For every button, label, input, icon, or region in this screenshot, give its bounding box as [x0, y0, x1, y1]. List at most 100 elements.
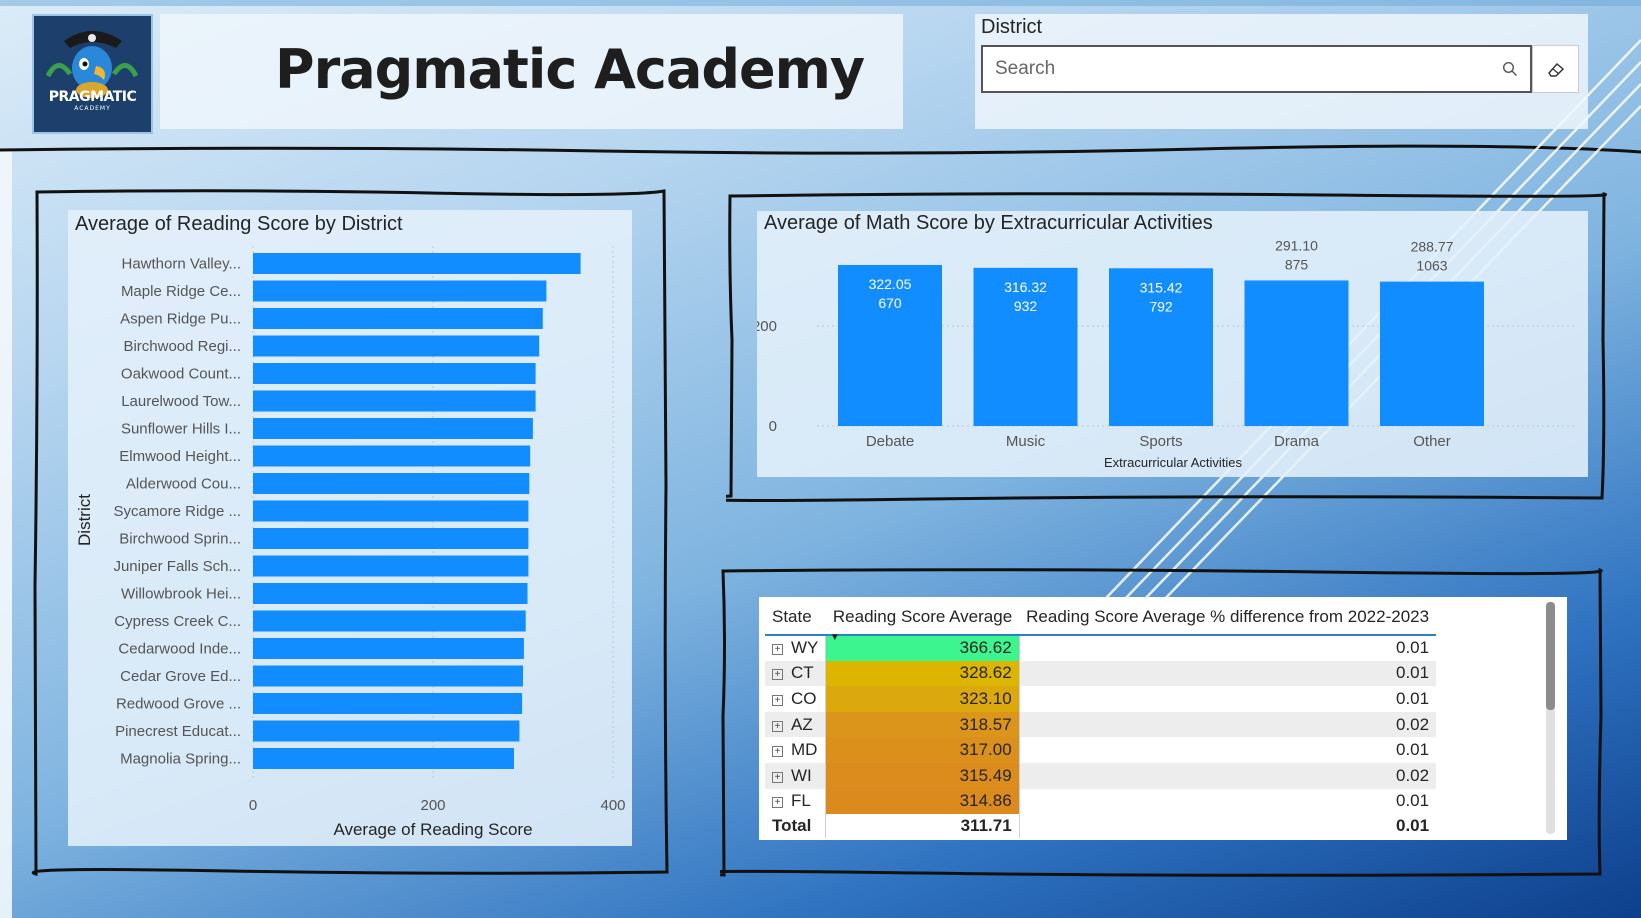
x-tick-label: Drama — [1274, 433, 1320, 450]
logo-wordmark: PRAGMATIC — [48, 89, 137, 105]
state-code: CO — [791, 688, 817, 708]
data-label-count: 875 — [1285, 256, 1309, 272]
math-panel-frame — [726, 192, 1607, 502]
state-code: WY — [791, 638, 819, 658]
state-cell: + MD — [765, 737, 826, 763]
bar — [253, 720, 520, 742]
expand-icon[interactable]: + — [772, 771, 783, 783]
reading-average-cell: 318.57 — [825, 711, 1020, 738]
y-tick-label: Redwood Grove ... — [116, 696, 241, 713]
table-row[interactable]: + CT 328.62 0.01 — [765, 660, 1437, 687]
y-tick-label: 200 — [757, 318, 777, 335]
slicer-label: District — [981, 16, 1043, 38]
state-cell: + CT — [765, 660, 826, 687]
title-banner: Pragmatic Academy — [160, 14, 903, 129]
y-tick-label: Cypress Creek C... — [114, 613, 241, 630]
academy-logo: PRAGMATIC ACADEMY — [32, 14, 153, 134]
sort-descending-icon: ▼ — [829, 632, 840, 643]
table-row[interactable]: + AZ 318.57 0.02 — [765, 711, 1437, 738]
y-tick-label: Alderwood Cou... — [126, 476, 241, 493]
y-tick-label: Cedar Grove Ed... — [120, 668, 241, 685]
district-slicer: District — [975, 14, 1588, 129]
y-tick-label: Magnolia Spring... — [120, 751, 241, 768]
data-label-value: 288.77 — [1411, 239, 1454, 255]
data-label-value: 315.42 — [1140, 279, 1183, 295]
math-chart-title: Average of Math Score by Extracurricular… — [764, 212, 1213, 234]
reading-average-cell: 328.62 — [825, 660, 1020, 687]
reading-bar-chart: 0 200 400 Hawthorn Valley... Maple Ridge Ce.… — [75, 246, 626, 839]
bar — [253, 583, 528, 604]
expand-icon[interactable]: + — [772, 694, 783, 706]
expand-icon[interactable]: + — [772, 669, 783, 681]
bar — [253, 528, 529, 549]
search-input[interactable] — [983, 47, 1530, 91]
reading-chart-title: Average of Reading Score by District — [75, 213, 403, 235]
page-title: Pragmatic Academy — [275, 38, 865, 101]
y-tick-label: Pinecrest Educat... — [115, 723, 241, 740]
table-body: + WY 366.62 0.01 + CT 328.62 0.01 + CO 323.10 0.01 +… — [765, 635, 1437, 839]
bar — [253, 638, 524, 659]
bar — [253, 390, 536, 412]
y-tick-label: Juniper Falls Sch... — [113, 558, 241, 575]
difference-cell: 0.02 — [1019, 762, 1437, 789]
table-row[interactable]: + WY 366.62 0.01 — [765, 635, 1436, 661]
data-label-count: 792 — [1149, 298, 1173, 314]
column-header-reading-avg[interactable]: Reading Score Average ▼ — [825, 600, 1020, 643]
state-reading-table: State Reading Score Average ▼ Reading Sco… — [759, 597, 1567, 840]
expand-icon[interactable]: + — [772, 797, 783, 809]
search-icon[interactable] — [1502, 61, 1518, 77]
state-cell: + AZ — [765, 711, 826, 738]
x-axis-title: Average of Reading Score — [333, 820, 532, 839]
state-cell: + WY — [765, 635, 826, 661]
bar — [1244, 280, 1349, 426]
y-tick-label: Elmwood Height... — [119, 448, 241, 465]
logo-subtext: ACADEMY — [74, 105, 111, 112]
table-row[interactable]: + WI 315.49 0.02 — [765, 762, 1437, 789]
bar — [253, 748, 514, 769]
bar — [253, 500, 529, 522]
table-row[interactable]: + FL 314.86 0.01 — [765, 788, 1436, 815]
y-tick-label: Aspen Ridge Pu... — [120, 311, 241, 328]
state-code: WI — [791, 765, 812, 785]
expand-icon[interactable]: + — [772, 746, 783, 758]
y-axis-title: District — [75, 494, 94, 546]
bar — [973, 267, 1078, 426]
x-tick-label: 400 — [600, 797, 625, 814]
difference-cell: 0.01 — [1395, 638, 1430, 658]
state-cell: + FL — [765, 789, 826, 815]
scrollbar-thumb[interactable] — [1546, 602, 1555, 710]
y-tick-label: Cedarwood Inde... — [118, 641, 241, 658]
math-bar-chart: 0 200 322.05 670 Debate 316.32 932 Music 315.42 7… — [757, 237, 1577, 470]
table-header-row: State Reading Score Average ▼ Reading Sco… — [765, 600, 1437, 643]
bar — [253, 363, 536, 384]
y-tick-label: Laurelwood Tow... — [121, 393, 241, 410]
state-code: MD — [791, 740, 818, 760]
state-code: FL — [791, 791, 811, 811]
column-header-diff[interactable]: Reading Score Average % difference from … — [1019, 600, 1437, 636]
bar — [253, 555, 529, 577]
x-tick-label: Music — [1006, 433, 1046, 450]
parrot-mascot-icon — [45, 31, 139, 98]
x-tick-label: Sports — [1139, 433, 1182, 450]
bar — [253, 308, 543, 329]
x-axis-title: Extracurricular Activities — [1104, 455, 1242, 470]
y-tick-label: Hawthorn Valley... — [122, 256, 242, 273]
expand-icon[interactable]: + — [772, 720, 783, 732]
state-code: CT — [791, 663, 814, 683]
y-tick-label: Oakwood Count... — [121, 366, 241, 383]
x-tick-label: Debate — [866, 433, 914, 450]
y-tick-label: Sunflower Hills I... — [121, 421, 241, 438]
data-label-value: 291.10 — [1275, 237, 1318, 253]
column-header-state[interactable]: State — [765, 600, 826, 636]
table-row[interactable]: + MD 317.00 0.01 — [765, 737, 1436, 763]
bar — [1109, 268, 1213, 426]
bar — [253, 280, 547, 302]
bar — [253, 418, 533, 439]
table-scrollbar[interactable] — [1546, 602, 1555, 834]
data-label-count: 932 — [1014, 298, 1038, 314]
expand-icon[interactable]: + — [772, 644, 783, 656]
y-tick-label: 0 — [769, 418, 777, 435]
bar — [253, 610, 526, 632]
clear-selections-button[interactable] — [1532, 45, 1579, 93]
table-row[interactable]: + CO 323.10 0.01 — [765, 686, 1436, 712]
